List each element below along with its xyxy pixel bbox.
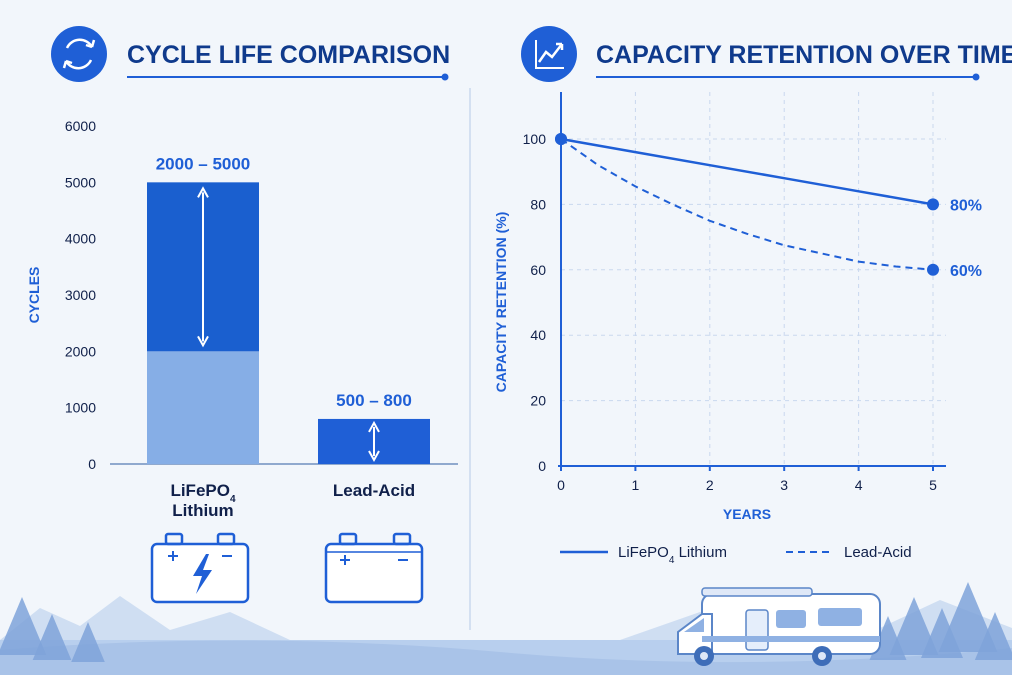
- bar-y-tick-label: 6000: [65, 118, 96, 134]
- line-chart-icon: [521, 26, 577, 82]
- bar-category-label-line2: Lithium: [172, 501, 233, 520]
- bar-category-label: Lead-Acid: [333, 481, 415, 500]
- rv-camper-icon: [677, 587, 881, 666]
- line-x-axis-label: YEARS: [723, 506, 771, 522]
- battery-icon: [324, 532, 424, 604]
- title-underline-dot: [972, 73, 980, 81]
- title-underline-dot: [441, 73, 449, 81]
- line-x-tick-label: 4: [855, 477, 863, 493]
- chart-legend: LiFePO4 Lithium Lead-Acid: [560, 544, 912, 566]
- line-x-tick-label: 5: [929, 477, 937, 493]
- series-lines: 80% 60%: [555, 133, 982, 280]
- bar-baseline-segment: [147, 351, 259, 464]
- lightning-battery-icon: [150, 532, 250, 604]
- range-arrow-head: [368, 450, 380, 463]
- bar-y-tick-label: 1000: [65, 400, 96, 416]
- bar-y-tick-label: 3000: [65, 287, 96, 303]
- legend-label: Lead-Acid: [844, 544, 912, 561]
- bar-y-tick-label: 4000: [65, 231, 96, 247]
- pine-tree: [974, 612, 1012, 660]
- bar-y-tick-label: 0: [88, 456, 96, 472]
- line-x-axis-ticks: 0 1 2 3 4 5: [557, 466, 937, 493]
- series-start-point: [555, 133, 567, 145]
- range-arrow-head: [197, 335, 209, 348]
- cycle-arrows-icon: [51, 26, 107, 82]
- legend-label: LiFePO4 Lithium: [618, 544, 727, 566]
- line-y-tick-label: 40: [530, 327, 546, 343]
- pine-tree: [889, 597, 939, 655]
- series-end-label: 80%: [950, 197, 982, 214]
- line-y-tick-label: 80: [530, 196, 546, 212]
- series-end-point: [927, 263, 939, 276]
- line-x-tick-label: 0: [557, 477, 565, 493]
- range-arrow-head: [368, 420, 380, 433]
- line-x-tick-label: 1: [632, 477, 640, 493]
- bar-group: 2000 – 5000: [147, 154, 259, 464]
- bars: 2000 – 5000 500 – 800: [147, 154, 430, 464]
- bar-group: 500 – 800: [318, 391, 430, 464]
- line-x-tick-label: 3: [780, 477, 788, 493]
- bar-y-axis-label: CYCLES: [26, 267, 42, 324]
- line-y-tick-label: 100: [523, 131, 547, 147]
- capacity-retention-title: CAPACITY RETENTION OVER TIME: [596, 41, 1012, 69]
- cycle-life-title: CYCLE LIFE COMPARISON: [127, 41, 450, 69]
- line-gridlines: [561, 92, 946, 466]
- line-y-axis-label: CAPACITY RETENTION (%): [493, 212, 509, 393]
- cycle-life-panel: CYCLE LIFE COMPARISON 0 1000 2000 3000 4000 5…: [26, 26, 458, 604]
- lithium-line: [560, 137, 934, 206]
- line-y-axis-ticks: 0 20 40 60 80 100: [523, 131, 547, 474]
- bar-y-axis-ticks: 0 1000 2000 3000 4000 5000 6000: [65, 118, 96, 472]
- series-end-point: [927, 198, 939, 211]
- line-x-tick-label: 2: [706, 477, 714, 493]
- bar-y-tick-label: 5000: [65, 174, 96, 190]
- pine-tree: [938, 582, 998, 652]
- pine-tree: [0, 597, 47, 655]
- line-y-tick-label: 20: [530, 393, 546, 409]
- line-y-tick-label: 0: [538, 458, 546, 474]
- range-arrow-head: [197, 186, 209, 198]
- lead-acid-line: [560, 138, 934, 271]
- bar-range-label: 500 – 800: [336, 391, 412, 410]
- bar-range-label: 2000 – 5000: [156, 154, 251, 173]
- bar-y-tick-label: 2000: [65, 343, 96, 359]
- bar-category-label: LiFePO4: [170, 481, 236, 505]
- capacity-retention-panel: CAPACITY RETENTION OVER TIME 02040608010…: [493, 26, 1012, 566]
- pine-tree: [71, 622, 105, 662]
- series-end-label: 60%: [950, 263, 982, 280]
- pine-tree: [32, 614, 72, 660]
- line-y-tick-label: 60: [530, 262, 546, 278]
